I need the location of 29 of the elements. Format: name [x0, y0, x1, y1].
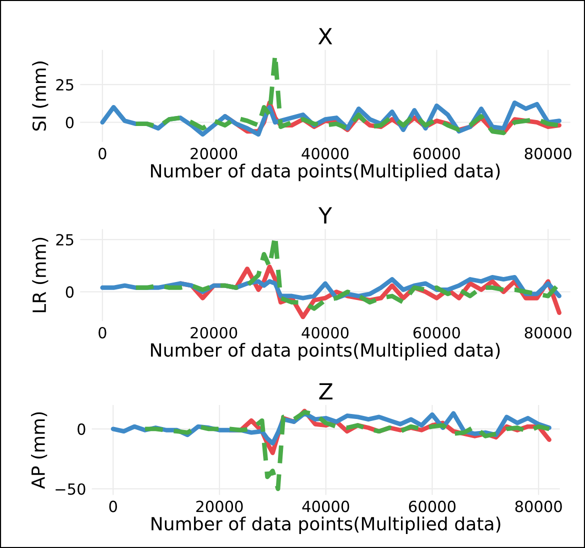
x-tick-label: 40000: [302, 500, 350, 512]
y-tick-label: −50: [56, 483, 86, 495]
x-tick-label: 20000: [190, 326, 238, 339]
y-axis-title: SI (mm): [32, 62, 48, 131]
y-tick-label: 0: [66, 116, 74, 128]
chart-title: Z: [319, 383, 332, 400]
x-tick-label: 40000: [302, 148, 349, 160]
y-axis-title: LR (mm): [32, 238, 48, 312]
x-tick-label: 60000: [413, 148, 460, 160]
x-tick-label: 20000: [190, 148, 238, 160]
chart-title: X: [318, 28, 332, 44]
y-tick-label: 25: [56, 234, 74, 246]
y-tick-label: 0: [66, 286, 74, 298]
x-tick-label: 80000: [524, 148, 572, 160]
x-axis-title: Number of data points(Multiplied data): [151, 342, 500, 360]
x-tick-label: 0: [109, 500, 117, 512]
x-tick-label: 60000: [413, 326, 460, 339]
x-tick-label: 40000: [302, 326, 349, 339]
x-tick-label: 80000: [524, 326, 572, 339]
x-tick-label: 0: [98, 326, 106, 339]
x-tick-label: 80000: [515, 500, 562, 512]
x-tick-label: 0: [98, 148, 106, 160]
x-tick-label: 60000: [408, 500, 456, 512]
x-tick-label: 20000: [196, 500, 243, 512]
y-tick-label: 25: [56, 79, 74, 91]
chart-title: Y: [318, 207, 332, 224]
x-axis-title: Number of data points(Multiplied data): [152, 516, 500, 534]
x-axis-title: Number of data points(Multiplied data): [151, 164, 500, 182]
y-axis-title: AP (mm): [31, 412, 48, 489]
